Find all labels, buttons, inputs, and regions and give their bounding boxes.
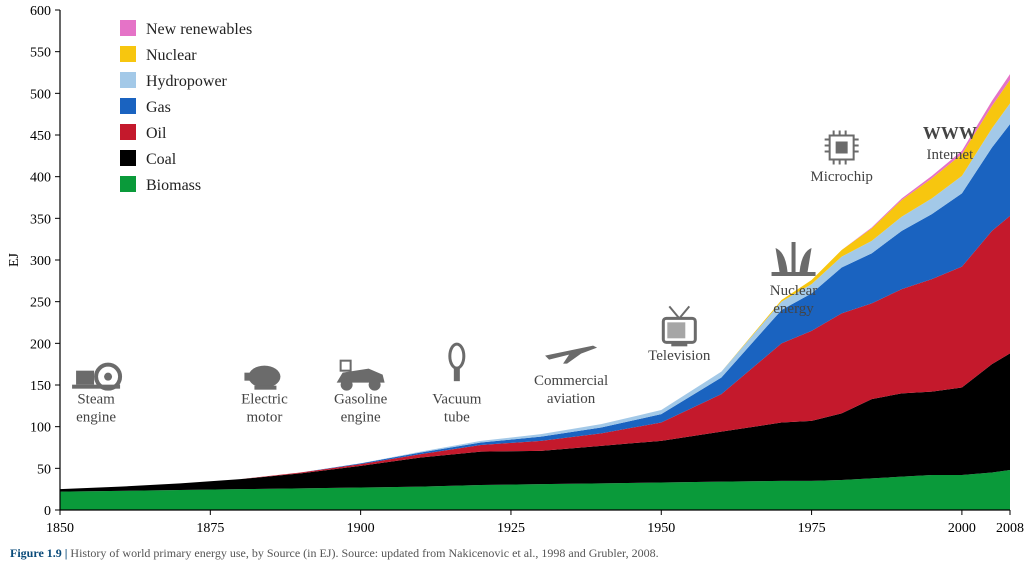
svg-text:550: 550 xyxy=(30,46,51,61)
svg-text:energy: energy xyxy=(773,301,814,317)
legend-swatch xyxy=(120,46,136,62)
svg-text:1975: 1975 xyxy=(798,521,826,536)
svg-text:0: 0 xyxy=(44,504,51,519)
legend-label: Gas xyxy=(146,99,171,116)
legend-label: Hydropower xyxy=(146,73,228,90)
svg-text:500: 500 xyxy=(30,87,51,102)
svg-text:Gasoline: Gasoline xyxy=(334,391,388,407)
svg-text:300: 300 xyxy=(30,254,51,269)
svg-text:150: 150 xyxy=(30,379,51,394)
svg-text:1925: 1925 xyxy=(497,521,525,536)
svg-text:Commercial: Commercial xyxy=(534,373,608,389)
svg-text:600: 600 xyxy=(30,4,51,19)
svg-text:450: 450 xyxy=(30,129,51,144)
svg-text:Vacuum: Vacuum xyxy=(432,391,481,407)
energy-history-chart: 0 50 100 150 200 250 300 350 400 450 500 550 600 1850… xyxy=(0,0,1024,540)
svg-text:Electric: Electric xyxy=(241,391,288,407)
svg-text:1900: 1900 xyxy=(347,521,375,536)
svg-text:50: 50 xyxy=(37,462,51,477)
svg-text:EJ: EJ xyxy=(7,252,22,267)
legend-swatch xyxy=(120,176,136,192)
figure-label: Figure 1.9 | xyxy=(10,546,70,560)
legend-swatch xyxy=(120,150,136,166)
svg-text:engine: engine xyxy=(341,409,381,425)
svg-text:1875: 1875 xyxy=(196,521,224,536)
svg-text:Steam: Steam xyxy=(77,391,115,407)
figure-caption: Figure 1.9 | History of world primary en… xyxy=(10,546,659,561)
svg-text:Television: Television xyxy=(648,348,711,364)
legend-swatch xyxy=(120,124,136,140)
legend-swatch xyxy=(120,98,136,114)
chip-icon xyxy=(825,131,859,165)
legend-swatch xyxy=(120,20,136,36)
svg-text:engine: engine xyxy=(76,409,116,425)
svg-text:100: 100 xyxy=(30,421,51,436)
svg-text:200: 200 xyxy=(30,337,51,352)
svg-text:2008: 2008 xyxy=(996,521,1024,536)
svg-text:1850: 1850 xyxy=(46,521,74,536)
legend-label: New renewables xyxy=(146,21,252,38)
svg-text:motor: motor xyxy=(247,409,283,425)
svg-text:1950: 1950 xyxy=(647,521,675,536)
figure-caption-text: History of world primary energy use, by … xyxy=(70,546,658,560)
svg-text:2000: 2000 xyxy=(948,521,976,536)
svg-text:350: 350 xyxy=(30,212,51,227)
svg-text:Microchip: Microchip xyxy=(810,169,872,185)
legend-swatch xyxy=(120,72,136,88)
svg-text:400: 400 xyxy=(30,171,51,186)
annotation-www-internet: WWW xyxy=(923,123,977,143)
legend-label: Nuclear xyxy=(146,47,197,64)
svg-text:250: 250 xyxy=(30,296,51,311)
legend-label: Biomass xyxy=(146,177,201,194)
svg-text:aviation: aviation xyxy=(547,391,596,407)
svg-text:Nuclear: Nuclear xyxy=(770,283,817,299)
svg-text:tube: tube xyxy=(444,409,470,425)
legend-label: Oil xyxy=(146,125,167,142)
legend-label: Coal xyxy=(146,151,177,168)
annotation-www-internet: Internet xyxy=(927,147,974,163)
